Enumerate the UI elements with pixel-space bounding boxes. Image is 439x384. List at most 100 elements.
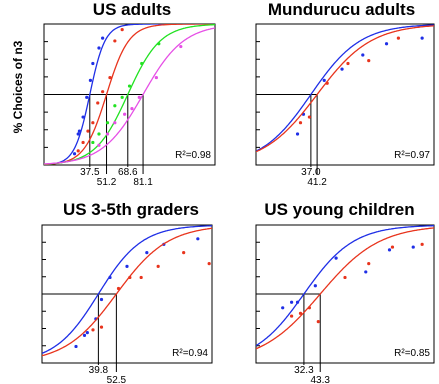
- data-point-red: [128, 275, 132, 280]
- panel-title-us-young-children: US young children: [264, 200, 415, 219]
- panel-title-us-adults: US adults: [92, 0, 172, 19]
- data-point-blue: [334, 256, 338, 260]
- data-point-blue: [82, 333, 87, 337]
- data-point-red: [120, 28, 124, 32]
- data-point-red: [139, 275, 143, 280]
- fit-curve-magenta: [44, 27, 215, 165]
- data-point-magenta: [130, 107, 134, 111]
- data-point-blue: [196, 237, 200, 241]
- r-squared-label: R²=0.94: [172, 348, 208, 359]
- data-point-blue: [101, 36, 105, 40]
- data-point-red: [307, 115, 311, 119]
- fit-curve-blue: [42, 225, 212, 354]
- fit-curve-blue: [256, 24, 434, 152]
- data-point-red: [86, 129, 90, 133]
- data-point-red: [113, 39, 117, 43]
- fit-curve-red: [42, 227, 212, 357]
- r-squared-label: R²=0.85: [394, 348, 430, 359]
- data-point-blue: [85, 95, 89, 99]
- fit-curve-blue: [256, 225, 434, 347]
- data-point-green: [105, 121, 110, 125]
- data-point-red: [367, 262, 371, 266]
- data-point-red: [298, 121, 303, 125]
- data-point-blue: [364, 270, 368, 274]
- data-point-red: [343, 275, 347, 280]
- panel-2: 39.852.5 R²=0.94: [41, 224, 213, 384]
- r-squared-label: R²=0.98: [175, 150, 211, 161]
- data-point-magenta: [105, 132, 110, 136]
- data-point-blue: [295, 132, 300, 136]
- data-point-blue: [72, 152, 77, 156]
- fit-curve-blue: [44, 24, 215, 165]
- data-point-blue: [411, 245, 415, 249]
- data-point-red: [367, 59, 371, 63]
- data-point-blue: [88, 78, 93, 82]
- data-point-red: [156, 264, 160, 268]
- panel-0: 37.551.268.681.1 R²=0.98: [43, 23, 216, 188]
- r-squared-label: R²=0.97: [394, 150, 430, 161]
- data-point-red: [316, 320, 320, 324]
- threshold-label: 39.8: [89, 365, 109, 376]
- data-point-magenta: [113, 121, 117, 125]
- threshold-label: 41.2: [307, 177, 327, 188]
- data-point-green: [157, 42, 161, 46]
- data-point-red: [325, 81, 329, 85]
- data-point-red: [91, 121, 95, 125]
- data-point-magenta: [179, 44, 183, 49]
- data-point-blue: [295, 300, 300, 304]
- data-point-green: [113, 104, 117, 108]
- data-point-blue: [74, 344, 78, 349]
- data-point-red: [108, 75, 112, 80]
- data-point-blue: [81, 115, 85, 119]
- data-point-red: [91, 328, 95, 332]
- data-point-red: [99, 325, 104, 329]
- threshold-label: 81.1: [133, 177, 153, 188]
- data-point-blue: [420, 36, 424, 40]
- data-point-magenta: [137, 95, 141, 99]
- data-point-red: [346, 61, 350, 66]
- panel-title-mundurucu-adults: Mundurucu adults: [267, 0, 416, 19]
- data-point-blue: [361, 53, 365, 57]
- data-point-red: [182, 251, 186, 255]
- data-point-red: [116, 286, 121, 291]
- data-point-blue: [281, 306, 285, 310]
- data-point-blue: [97, 46, 101, 50]
- data-point-blue: [91, 61, 95, 66]
- fit-curve-red: [44, 24, 215, 165]
- panel-1: 37.041.2 R²=0.97: [255, 23, 435, 188]
- data-point-red: [290, 314, 294, 318]
- data-point-green: [97, 132, 101, 136]
- data-point-blue: [313, 284, 317, 288]
- threshold-label: 52.5: [107, 375, 127, 384]
- data-point-green: [127, 84, 132, 88]
- data-point-green: [120, 95, 124, 99]
- threshold-label: 68.6: [118, 167, 138, 178]
- data-point-blue: [145, 251, 149, 255]
- data-point-magenta: [97, 143, 101, 147]
- data-point-blue: [108, 275, 112, 280]
- data-point-red: [96, 101, 100, 105]
- threshold-label: 43.3: [310, 375, 330, 384]
- threshold-label: 51.2: [97, 177, 117, 188]
- data-point-red: [81, 140, 85, 145]
- data-point-magenta: [123, 112, 127, 116]
- data-point-magenta: [154, 75, 158, 80]
- panel-title-us-3-5th-graders: US 3-5th graders: [62, 200, 200, 219]
- panel-3: 32.343.3 R²=0.85: [255, 224, 435, 384]
- data-point-red: [207, 262, 211, 266]
- data-point-blue: [387, 248, 392, 252]
- data-point-blue: [77, 129, 82, 133]
- data-point-green: [140, 61, 144, 66]
- data-point-blue: [340, 67, 344, 71]
- fit-curve-red: [256, 227, 434, 350]
- threshold-label: 37.5: [80, 167, 100, 178]
- data-point-red: [307, 306, 311, 310]
- data-point-red: [390, 245, 395, 249]
- data-point-red: [76, 149, 80, 153]
- data-point-blue: [125, 264, 129, 268]
- data-point-red: [420, 242, 424, 246]
- data-point-blue: [384, 42, 389, 46]
- data-point-blue: [99, 297, 104, 302]
- data-point-blue: [76, 132, 80, 136]
